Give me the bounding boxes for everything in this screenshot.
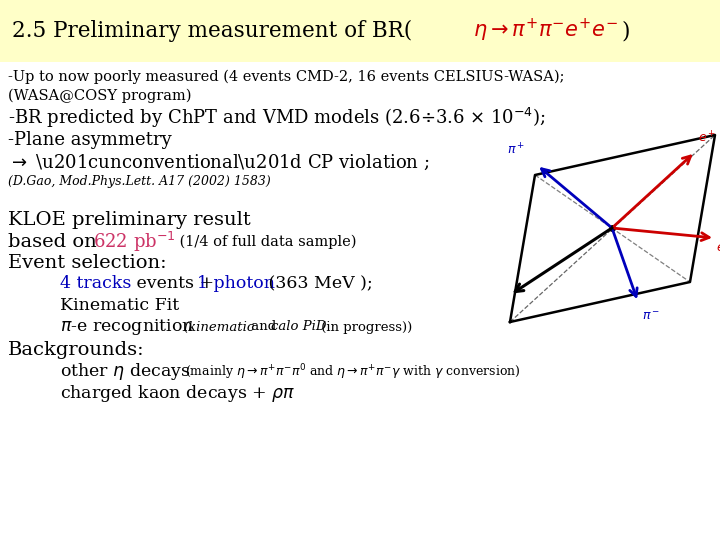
Text: 1 photon: 1 photon [197, 275, 275, 293]
Text: $\pi^+$: $\pi^+$ [507, 143, 525, 158]
Text: (363 MeV );: (363 MeV ); [263, 275, 373, 293]
Text: charged kaon decays + $\rho\pi$: charged kaon decays + $\rho\pi$ [60, 382, 295, 403]
Text: other $\eta$ decays: other $\eta$ decays [60, 361, 192, 382]
Text: $e^-$: $e^-$ [716, 242, 720, 255]
Text: (WASA@COSY program): (WASA@COSY program) [8, 89, 192, 103]
Text: $\pi$-e recognition: $\pi$-e recognition [60, 317, 195, 337]
Text: events +: events + [131, 275, 220, 293]
Text: and: and [247, 321, 281, 334]
Text: (1/4 of full data sample): (1/4 of full data sample) [175, 235, 356, 249]
Text: (in progress)): (in progress)) [317, 321, 413, 334]
Text: (kinematic: (kinematic [183, 321, 254, 334]
Text: $\pi^-$: $\pi^-$ [642, 310, 660, 323]
Text: $e^+$: $e^+$ [698, 131, 716, 146]
Text: (mainly $\eta$$\rightarrow$$\pi^{+}\pi^{-}\pi^{0}$ and $\eta$$\rightarrow$$\pi^{: (mainly $\eta$$\rightarrow$$\pi^{+}\pi^{… [185, 362, 521, 382]
Text: 4 tracks: 4 tracks [60, 275, 131, 293]
Text: 2.5 Preliminary measurement of BR(: 2.5 Preliminary measurement of BR( [12, 20, 412, 42]
Text: Backgrounds:: Backgrounds: [8, 341, 145, 359]
Text: calo PiD: calo PiD [271, 321, 326, 334]
Text: Event selection:: Event selection: [8, 254, 166, 272]
Text: KLOE preliminary result: KLOE preliminary result [8, 211, 251, 229]
Text: Kinematic Fit: Kinematic Fit [60, 296, 179, 314]
Bar [0, 0, 720, 62]
Text: 622 pb$^{-1}$: 622 pb$^{-1}$ [93, 230, 176, 254]
Text: (D.Gao, Mod.Phys.Lett. A17 (2002) 1583): (D.Gao, Mod.Phys.Lett. A17 (2002) 1583) [8, 176, 271, 188]
Text: $\mathit{\eta} \rightarrow \pi^{+}\pi^{-}e^{+}e^{-}$: $\mathit{\eta} \rightarrow \pi^{+}\pi^{-… [473, 16, 618, 44]
Text: based on: based on [8, 233, 103, 251]
Text: ): ) [621, 20, 629, 42]
Text: -Up to now poorly measured (4 events CMD-2, 16 events CELSIUS-WASA);: -Up to now poorly measured (4 events CMD… [8, 70, 564, 84]
Text: -BR predicted by ChPT and VMD models (2.6$\div$3.6 $\times$ 10$^{-4}$);: -BR predicted by ChPT and VMD models (2.… [8, 106, 546, 130]
Text: -Plane asymmetry: -Plane asymmetry [8, 131, 171, 149]
Text: $\rightarrow$ \u201cunconventional\u201d CP violation ;: $\rightarrow$ \u201cunconventional\u201d… [8, 152, 429, 172]
